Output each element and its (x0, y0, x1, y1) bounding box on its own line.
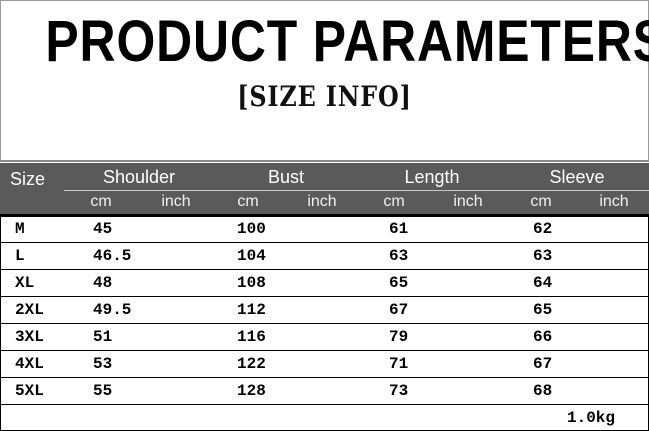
cell-sleeve: 66 (533, 328, 553, 346)
unit-inch: inch (453, 193, 483, 210)
cell-shoulder: 53 (93, 355, 113, 373)
unit-cm: cm (237, 193, 259, 210)
header-bust: Bust (267, 167, 305, 187)
cell-size: 4XL (15, 355, 44, 373)
cell-shoulder: 55 (93, 382, 113, 400)
cell-sleeve: 65 (533, 301, 553, 319)
cell-sleeve: 67 (533, 355, 553, 373)
cell-length: 63 (389, 247, 409, 265)
page-subtitle: [SIZE INFO] (237, 80, 412, 113)
cell-size: XL (15, 274, 35, 292)
table-row: 2XL 49.5 112 67 65 (0, 297, 649, 324)
page-title: PRODUCT PARAMETERS (45, 9, 649, 74)
header-sleeve: Sleeve (549, 167, 605, 187)
cell-length: 61 (389, 220, 409, 238)
cell-length: 71 (389, 355, 409, 373)
unit-inch: inch (161, 193, 191, 210)
cell-length: 67 (389, 301, 409, 319)
cell-size: L (15, 247, 25, 265)
table-header: Size Shoulder Bust Length Sleeve cm inch… (0, 163, 649, 217)
cell-sleeve: 64 (533, 274, 553, 292)
cell-bust: 104 (237, 247, 266, 265)
unit-cm: cm (383, 193, 405, 210)
weight-row: 1.0kg (0, 405, 649, 431)
cell-length: 65 (389, 274, 409, 292)
cell-bust: 112 (237, 301, 266, 319)
cell-sleeve: 63 (533, 247, 553, 265)
cell-size: M (15, 220, 25, 238)
header-shoulder: Shoulder (102, 167, 176, 187)
cell-length: 79 (389, 328, 409, 346)
unit-cm: cm (530, 193, 552, 210)
size-table-body: M 45 100 61 62 L 46.5 104 63 63 XL 48 108 65 64 2XL 49.5… (0, 216, 649, 431)
header-length: Length (404, 167, 460, 187)
table-row: 5XL 55 128 73 68 (0, 378, 649, 405)
cell-bust: 122 (237, 355, 266, 373)
table-row: 4XL 53 122 71 67 (0, 351, 649, 378)
cell-length: 73 (389, 382, 409, 400)
table-row: XL 48 108 65 64 (0, 270, 649, 297)
table-row: 3XL 51 116 79 66 (0, 324, 649, 351)
cell-bust: 108 (237, 274, 266, 292)
cell-size: 2XL (15, 301, 44, 319)
unit-inch: inch (599, 193, 629, 210)
unit-cm: cm (90, 193, 112, 210)
cell-size: 3XL (15, 328, 44, 346)
cell-bust: 100 (237, 220, 266, 238)
cell-shoulder: 45 (93, 220, 113, 238)
table-row: M 45 100 61 62 (0, 216, 649, 243)
cell-shoulder: 49.5 (93, 301, 132, 319)
header-divider (64, 190, 649, 191)
cell-sleeve: 68 (533, 382, 553, 400)
cell-sleeve: 62 (533, 220, 553, 238)
cell-bust: 116 (237, 328, 266, 346)
weight-value: 1.0kg (567, 409, 616, 427)
unit-inch: inch (307, 193, 337, 210)
cell-bust: 128 (237, 382, 266, 400)
header-size: Size (10, 169, 46, 189)
cell-shoulder: 51 (93, 328, 113, 346)
cell-size: 5XL (15, 382, 44, 400)
table-row: L 46.5 104 63 63 (0, 243, 649, 270)
cell-shoulder: 48 (93, 274, 113, 292)
cell-shoulder: 46.5 (93, 247, 132, 265)
